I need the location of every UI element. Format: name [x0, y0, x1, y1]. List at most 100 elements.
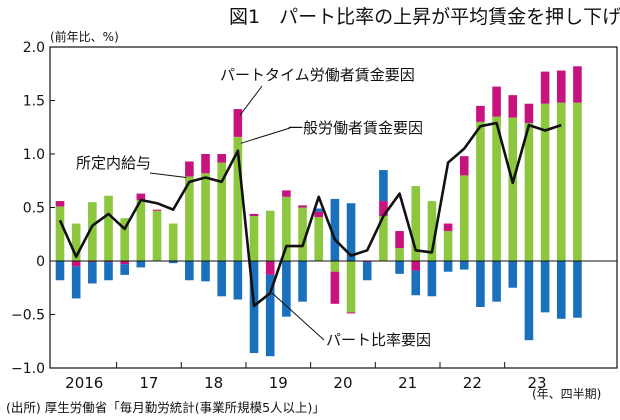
y-axis: 2.0 1.5 1.0 0.5 0 −0.5 −1.0 — [11, 40, 45, 377]
bar-segment — [201, 154, 210, 174]
y-tick-label: −0.5 — [11, 308, 45, 324]
bar-segment — [249, 216, 259, 261]
bar-segment — [282, 190, 291, 197]
bar-segment — [298, 207, 307, 261]
bar-segment — [395, 248, 404, 261]
bar-segment — [476, 261, 485, 308]
bar-segment — [362, 261, 372, 263]
bar-segment — [136, 200, 146, 261]
bar-segment — [168, 261, 178, 264]
source-note: (出所) 厚生労働省「毎月勤労統計(事業所規模5人以上)」 — [6, 400, 325, 415]
bar-segment — [55, 261, 65, 281]
bar-segment — [282, 261, 291, 317]
bar-segment — [492, 261, 501, 302]
y-tick-label: 0 — [36, 254, 45, 270]
bar-segment — [379, 170, 388, 202]
bar-segment — [185, 176, 194, 261]
bar-segment — [104, 262, 113, 281]
bar-segment — [88, 261, 97, 263]
bar-segment — [71, 261, 81, 267]
bar-segment — [395, 261, 404, 274]
x-tick-label: 17 — [139, 374, 158, 392]
bar-segment — [298, 205, 307, 208]
bar-segment — [346, 261, 356, 313]
bar-segment — [185, 161, 194, 177]
chart-title: 図1 パート比率の上昇が平均賃金を押し下げ — [229, 6, 620, 28]
bar-segment — [330, 271, 340, 304]
x-tick-label: 21 — [398, 374, 417, 392]
bar-segment — [573, 102, 582, 261]
bar-segment — [314, 211, 324, 218]
axes-layer — [49, 46, 618, 369]
bar-segment — [573, 66, 582, 103]
bar-segment — [217, 162, 226, 261]
bar-segment — [379, 201, 388, 217]
series-line-scheduled-pay — [58, 121, 562, 308]
bar-segment — [540, 103, 550, 262]
bar-segment — [265, 274, 275, 357]
bar-segment — [508, 117, 518, 262]
plot-frame — [49, 46, 618, 369]
x-tick-label: 18 — [204, 374, 223, 392]
bar-segment — [314, 208, 324, 212]
y-tick-label: 1.0 — [23, 147, 45, 163]
bar-segment — [556, 70, 566, 103]
bar-segment — [104, 261, 113, 263]
y-tick-label: 0.5 — [23, 201, 45, 217]
bar-segment — [314, 217, 324, 261]
unit-label: (前年比、%) — [50, 29, 119, 44]
bar-segment — [185, 261, 194, 281]
annotation-label: パート比率要因 — [326, 331, 431, 349]
bar-segment — [265, 210, 275, 261]
bar-segment — [411, 270, 421, 296]
bar-segment — [427, 201, 437, 261]
bar-segment — [233, 109, 243, 137]
bar-segment — [395, 231, 404, 249]
bar-segment — [524, 261, 534, 341]
bar-segment — [88, 202, 97, 261]
bar-segment — [120, 218, 129, 261]
y-tick-label: −1.0 — [11, 361, 45, 377]
leader-line — [149, 172, 187, 179]
bar-segment — [55, 201, 65, 207]
bar-segment — [540, 71, 550, 104]
bar-segment — [71, 266, 81, 299]
x-axis: 2016 17 18 19 20 21 22 23 — [65, 374, 546, 392]
bar-segment — [201, 261, 210, 282]
bar-segment — [556, 102, 566, 261]
bar-segment — [104, 195, 113, 261]
bar-segment — [136, 261, 146, 268]
x-tick-label: 2016 — [65, 374, 103, 392]
bar-segment — [168, 223, 178, 261]
bar-segment — [459, 175, 469, 261]
bar-segment — [476, 121, 485, 262]
bar-segment — [152, 210, 162, 261]
x-tick-label: 20 — [333, 374, 352, 392]
leader-line — [239, 85, 263, 116]
x-tick-label: 23 — [527, 374, 546, 392]
bar-segment — [217, 261, 226, 297]
x-tick-label: 22 — [463, 374, 482, 392]
bar-segment — [443, 223, 453, 232]
leader-line — [240, 127, 291, 144]
bar-segment — [152, 209, 162, 211]
bar-segment — [508, 95, 518, 118]
annotation-label: 一般労働者賃金要因 — [288, 119, 423, 137]
bar-segment — [55, 206, 65, 261]
bar-segment — [233, 136, 243, 261]
bar-segment — [330, 198, 340, 261]
bar-segment — [120, 264, 129, 275]
x-tick-label: 19 — [269, 374, 288, 392]
bar-segment — [573, 261, 582, 318]
leader-line — [271, 292, 325, 341]
bar-segment — [556, 261, 566, 319]
bar-segment — [282, 196, 291, 261]
bar-segment — [379, 216, 388, 261]
bar-segment — [88, 262, 97, 284]
bar-segment — [136, 193, 146, 201]
annotation-label: パートタイム労働者賃金要因 — [220, 66, 415, 84]
bar-segment — [524, 122, 534, 261]
bar-segment — [201, 173, 210, 261]
